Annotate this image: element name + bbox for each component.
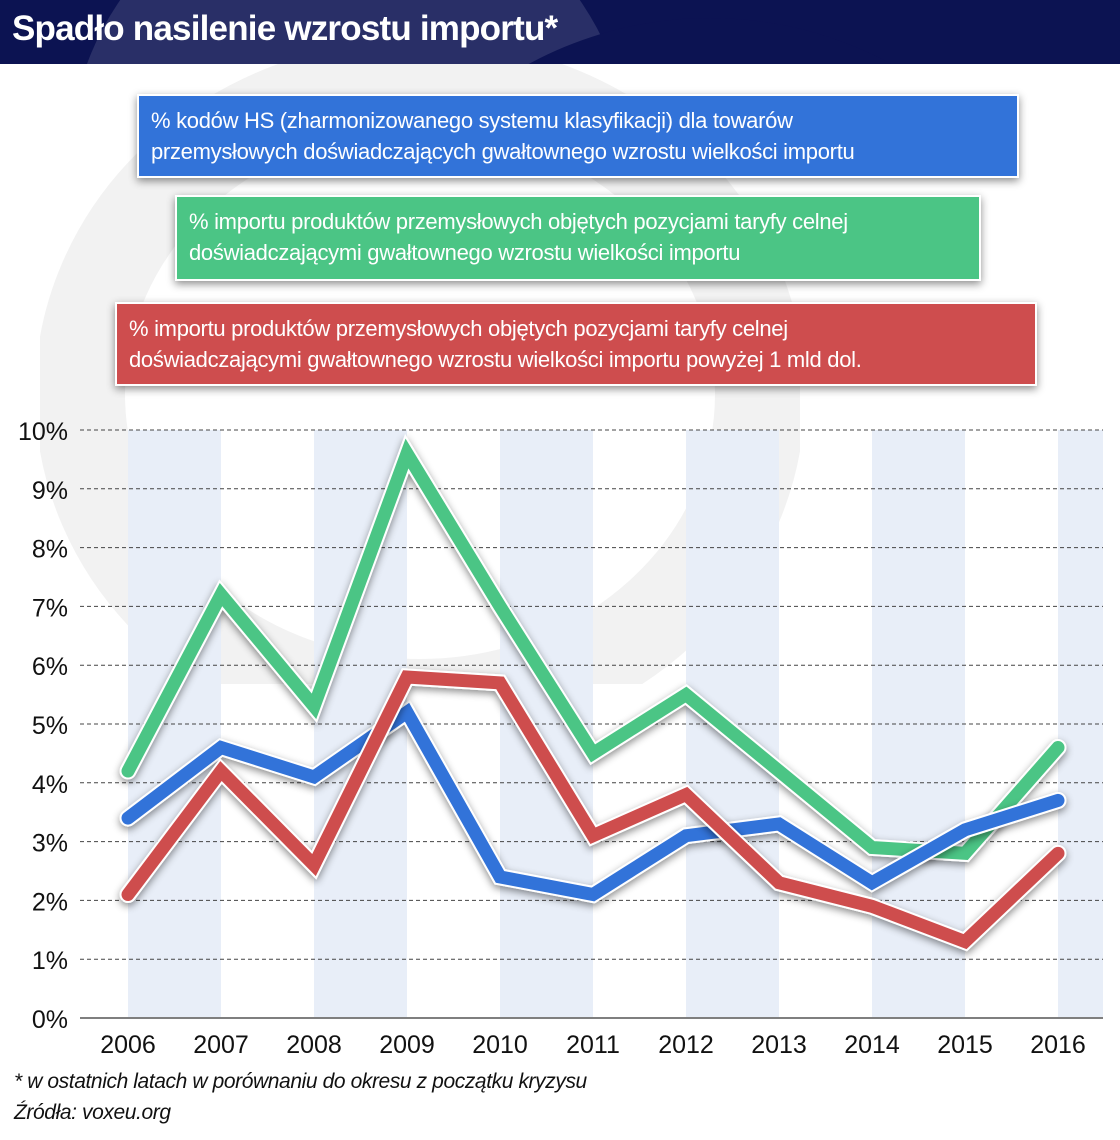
x-tick-label: 2009 <box>379 1031 435 1059</box>
legend-text-line: % importu produktów przemysłowych objęty… <box>189 209 848 234</box>
y-tick-label: 4% <box>32 771 68 799</box>
source-note: Źródła: voxeu.org <box>14 1101 171 1124</box>
y-tick-label: 9% <box>32 477 68 505</box>
y-tick-label: 7% <box>32 594 68 622</box>
x-tick-label: 2010 <box>472 1031 528 1059</box>
series-line-0 <box>119 434 1067 863</box>
x-tick-label: 2008 <box>286 1031 342 1059</box>
y-axis-ticks: 0% 1% 2% 3% 4% 5% 6% 7% 8% 9% 10% <box>18 418 68 1034</box>
header-bar: Spadło nasilenie wzrostu importu* <box>0 0 1120 64</box>
y-tick-label: 5% <box>32 712 68 740</box>
x-tick-label: 2007 <box>193 1031 249 1059</box>
x-tick-label: 2013 <box>751 1031 807 1059</box>
chart-title: Spadło nasilenie wzrostu importu* <box>12 9 558 48</box>
x-tick-label: 2011 <box>566 1031 620 1059</box>
legend-item-hs-codes: % kodów HS (zharmonizowanego systemu kla… <box>137 94 1019 178</box>
series-line-2 <box>119 668 1067 952</box>
legend-text-line: % importu produktów przemysłowych objęty… <box>129 316 788 341</box>
legend-text-line: przemysłowych doświadczających gwałtowne… <box>151 139 855 164</box>
x-tick-label: 2016 <box>1030 1031 1086 1059</box>
y-tick-label: 10% <box>18 418 68 446</box>
legend-text-line: doświadczającymi gwałtownego wzrostu wie… <box>129 347 862 372</box>
y-tick-label: 3% <box>32 830 68 858</box>
x-tick-label: 2012 <box>658 1031 714 1059</box>
series-lines <box>119 434 1067 952</box>
footnote: * w ostatnich latach w porównaniu do okr… <box>14 1070 587 1093</box>
x-tick-label: 2014 <box>844 1031 900 1059</box>
y-tick-label: 1% <box>32 947 68 975</box>
y-tick-label: 6% <box>32 653 68 681</box>
x-tick-label: 2006 <box>100 1031 156 1059</box>
y-tick-label: 8% <box>32 536 68 564</box>
x-axis-ticks: 2006 2007 2008 2009 2010 2011 2012 2013 2014 2015… <box>100 1031 1086 1059</box>
series-line-1 <box>119 699 1067 904</box>
legend-item-import-share: % importu produktów przemysłowych objęty… <box>175 195 981 281</box>
legend-text-line: doświadczającymi gwałtownego wzrostu wie… <box>189 240 741 265</box>
y-tick-label: 0% <box>32 1006 68 1034</box>
legend-text-line: % kodów HS (zharmonizowanego systemu kla… <box>151 108 793 133</box>
y-tick-label: 2% <box>32 888 68 916</box>
legend-item-import-share-over-1bn: % importu produktów przemysłowych objęty… <box>115 302 1037 386</box>
x-tick-label: 2015 <box>937 1031 993 1059</box>
header-decoration <box>70 0 630 64</box>
